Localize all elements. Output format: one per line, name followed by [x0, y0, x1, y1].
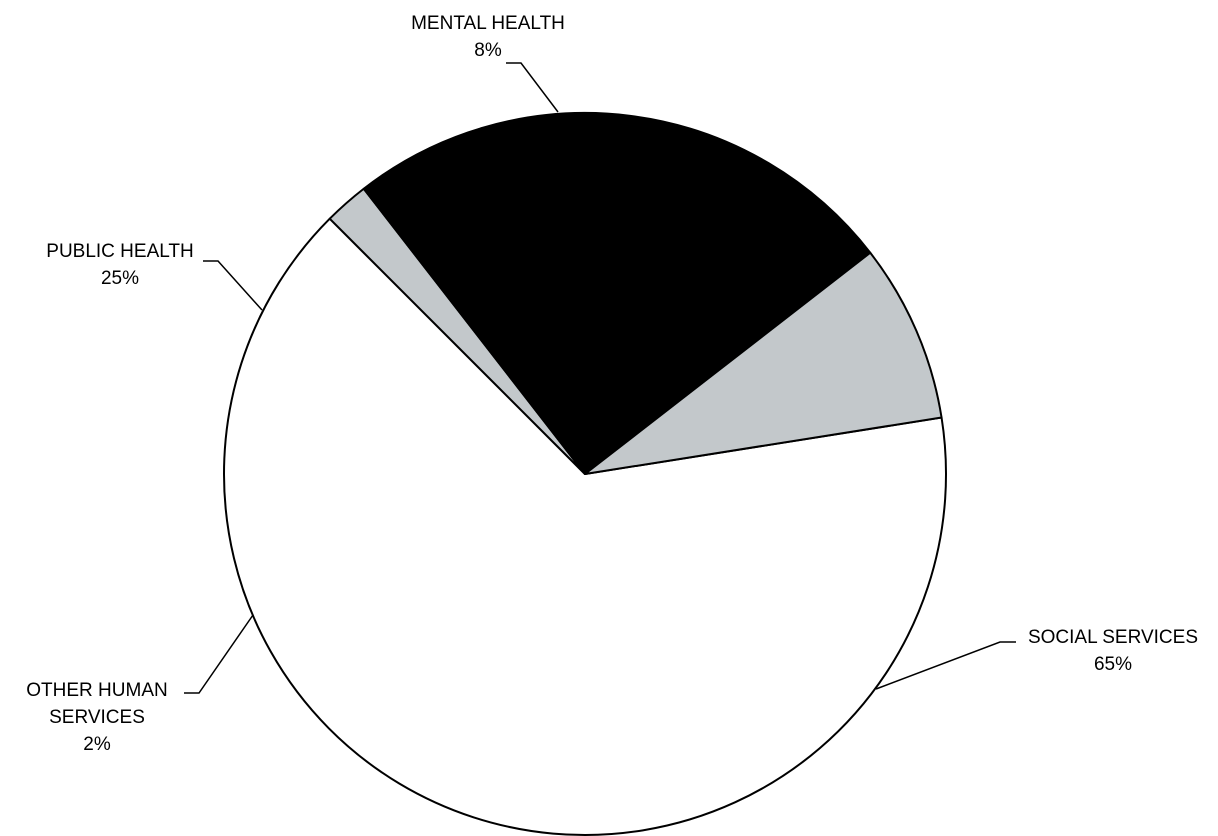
slice-percent-mental-health: 8%: [474, 40, 502, 61]
slice-name-public-health: PUBLIC HEALTH: [46, 241, 194, 262]
leader-line-social-services: [875, 641, 1016, 690]
slice-label-other-human-services: OTHER HUMAN SERVICES 2%: [2, 677, 192, 758]
pie-slices: [223, 112, 947, 836]
slice-label-mental-health: MENTAL HEALTH 8%: [393, 10, 583, 64]
pie-slice-public: [362, 112, 872, 475]
leader-line-mental-health: [506, 62, 559, 113]
slice-percent-social-services: 65%: [1093, 654, 1133, 675]
slice-name-social-services: SOCIAL SERVICES: [1027, 627, 1198, 648]
slice-name-other-human-services-line2: SERVICES: [49, 707, 145, 728]
leader-line-other-human-services: [184, 614, 254, 694]
slice-percent-public-health: 25%: [100, 268, 140, 289]
slice-label-social-services: SOCIAL SERVICES 65%: [1008, 624, 1218, 678]
leader-lines: [184, 62, 1016, 694]
leader-line-public-health: [203, 260, 263, 311]
slice-name-other-human-services-line1: OTHER HUMAN: [26, 680, 168, 701]
slice-percent-other-human-services: 2%: [83, 734, 111, 755]
pie-slice-mental: [584, 251, 943, 475]
slice-label-public-health: PUBLIC HEALTH 25%: [20, 238, 220, 292]
slice-name-mental-health: MENTAL HEALTH: [411, 13, 565, 34]
pie-slice-social: [223, 217, 947, 836]
